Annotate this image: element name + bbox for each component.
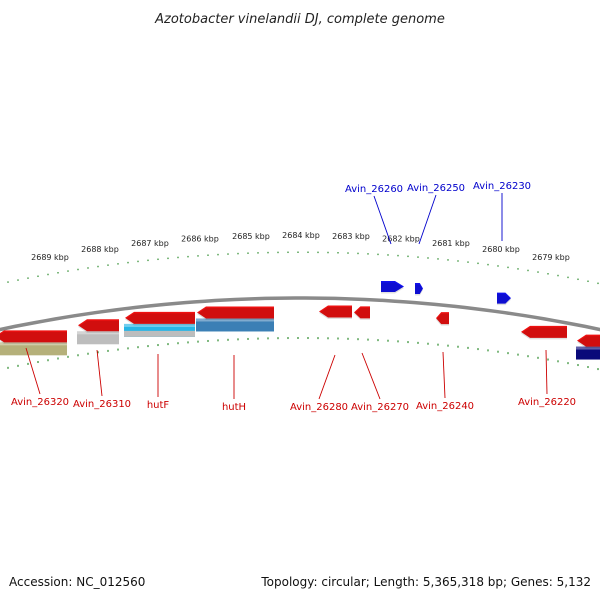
reverse-gene-arrow bbox=[436, 312, 449, 325]
position-tick-label: 2687 kbp bbox=[131, 239, 169, 248]
forward-gene-arrow bbox=[381, 280, 404, 292]
reverse-gene-arrow-shadow bbox=[436, 313, 449, 326]
leader-line bbox=[318, 354, 336, 400]
feature-block-highlight bbox=[576, 346, 600, 350]
feature-block bbox=[576, 346, 600, 360]
map-title: Azotobacter vinelandii DJ, complete geno… bbox=[154, 12, 445, 27]
reverse-gene-arrow bbox=[78, 319, 119, 332]
genome-summary-text: Topology: circular; Length: 5,365,318 bp… bbox=[260, 575, 591, 589]
gene-label: Avin_26230 bbox=[473, 181, 531, 192]
feature-block-highlight bbox=[196, 318, 274, 322]
gene-label: Avin_26310 bbox=[73, 399, 131, 410]
position-tick-label: 2684 kbp bbox=[282, 231, 320, 240]
reverse-gene-arrow-shadow bbox=[197, 307, 274, 320]
position-tick-label: 2685 kbp bbox=[232, 232, 270, 241]
reverse-gene-arrow bbox=[521, 325, 567, 338]
reverse-gene-arrow bbox=[0, 330, 67, 343]
forward-gene-arrow-shadow bbox=[381, 282, 404, 294]
feature-block bbox=[196, 318, 274, 332]
outer-ruler bbox=[7, 251, 599, 285]
gene-label: hutH bbox=[222, 402, 246, 413]
forward-gene-arrow-shadow bbox=[415, 284, 423, 296]
inner-ruler bbox=[7, 337, 599, 371]
position-tick-label: 2689 kbp bbox=[31, 253, 69, 262]
reverse-gene-labels: Avin_26320 Avin_26310 hutF hutH Avin_26280 Av… bbox=[11, 397, 576, 413]
leader-line bbox=[96, 349, 103, 397]
reverse-gene-arrow bbox=[577, 334, 600, 347]
position-tick-label: 2681 kbp bbox=[432, 239, 470, 248]
feature-track bbox=[0, 318, 600, 360]
reverse-gene-arrow-shadow bbox=[78, 320, 119, 333]
gene-label: hutF bbox=[147, 400, 170, 411]
feature-block bbox=[124, 330, 195, 337]
gene-label: Avin_26320 bbox=[11, 397, 69, 408]
position-tick-labels: 2689 kbp 2688 kbp 2687 kbp 2686 kbp 2685 kbp… bbox=[31, 231, 570, 262]
reverse-gene-arrow bbox=[354, 306, 370, 319]
accession-text: Accession: NC_012560 bbox=[9, 575, 145, 589]
forward-gene-arrow bbox=[497, 292, 511, 304]
gene-label: Avin_26280 bbox=[290, 402, 348, 413]
reverse-gene-arrow-shadow bbox=[577, 336, 600, 349]
position-tick-label: 2686 kbp bbox=[181, 235, 219, 244]
gene-track bbox=[0, 280, 600, 349]
position-tick-label: 2679 kbp bbox=[532, 253, 570, 262]
gene-label: Avin_26260 bbox=[345, 184, 403, 195]
leader-line bbox=[373, 195, 392, 245]
gene-label: Avin_26240 bbox=[416, 401, 474, 412]
reverse-gene-arrow-shadow bbox=[0, 331, 67, 344]
leader-line bbox=[442, 351, 446, 399]
reverse-gene-arrow-shadow bbox=[125, 313, 195, 326]
leader-line bbox=[418, 194, 437, 245]
gene-label: Avin_26220 bbox=[518, 397, 576, 408]
position-tick-label: 2683 kbp bbox=[332, 232, 370, 241]
reverse-gene-arrow-shadow bbox=[521, 327, 567, 340]
reverse-gene-arrow bbox=[125, 311, 195, 324]
reverse-gene-arrow bbox=[319, 305, 352, 318]
label-leader-lines bbox=[25, 193, 548, 400]
forward-gene-arrow-shadow bbox=[497, 294, 511, 306]
feature-block-highlight bbox=[124, 323, 195, 327]
genome-backbone bbox=[0, 296, 600, 332]
leader-line bbox=[361, 352, 381, 400]
forward-gene-arrow bbox=[415, 282, 423, 294]
reverse-gene-arrow-shadow bbox=[354, 307, 370, 320]
gene-label: Avin_26250 bbox=[407, 183, 465, 194]
feature-block-highlight bbox=[0, 342, 67, 346]
leader-line bbox=[545, 349, 548, 395]
feature-block-highlight bbox=[77, 331, 119, 335]
feature-block bbox=[77, 331, 119, 345]
position-tick-label: 2680 kbp bbox=[482, 245, 520, 254]
gene-label: Avin_26270 bbox=[351, 402, 409, 413]
reverse-gene-arrow bbox=[197, 306, 274, 319]
position-tick-label: 2682 kbp bbox=[382, 235, 420, 244]
position-tick-label: 2688 kbp bbox=[81, 245, 119, 254]
feature-block bbox=[0, 342, 67, 356]
reverse-gene-arrow-shadow bbox=[319, 306, 352, 319]
leader-line bbox=[25, 347, 41, 395]
forward-gene-labels: Avin_26260 Avin_26250 Avin_26230 bbox=[345, 181, 531, 195]
